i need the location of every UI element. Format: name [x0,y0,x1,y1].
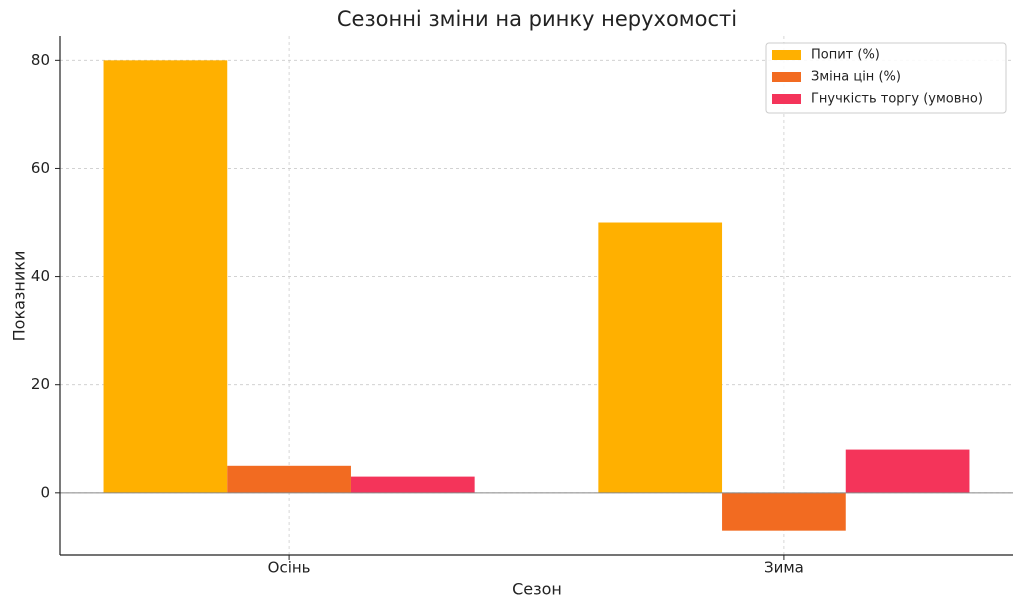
legend: Попит (%) Зміна цін (%) Гнучкість торгу (у… [765,42,1007,114]
x-tick-label: Зима [764,559,804,577]
legend-label: Попит (%) [811,48,880,63]
legend-swatch [772,94,801,104]
y-tick-label: 80 [31,51,50,69]
x-tick-label: Осінь [268,559,311,577]
bar [350,476,475,493]
x-axis-label: Сезон [512,580,562,599]
legend-swatch [772,72,801,82]
y-tick-label: 20 [31,375,50,393]
bar [722,492,846,531]
bar [598,222,723,493]
y-tick-label: 40 [31,267,50,285]
y-tick-label: 60 [31,159,50,177]
bar [227,465,351,493]
chart-title: Сезонні зміни на ринку нерухомості [337,7,737,31]
legend-label: Гнучкість торгу (умовно) [811,92,983,107]
y-axis-label: Показники [10,251,29,342]
plot-area: 0 20 40 60 80 Осінь Зима [31,36,1013,577]
legend-box [765,42,1007,114]
y-tick-label: 0 [40,483,50,501]
legend-label: Зміна цін (%) [811,70,901,85]
bar [845,449,970,493]
bar [103,60,228,493]
legend-swatch [772,50,801,60]
